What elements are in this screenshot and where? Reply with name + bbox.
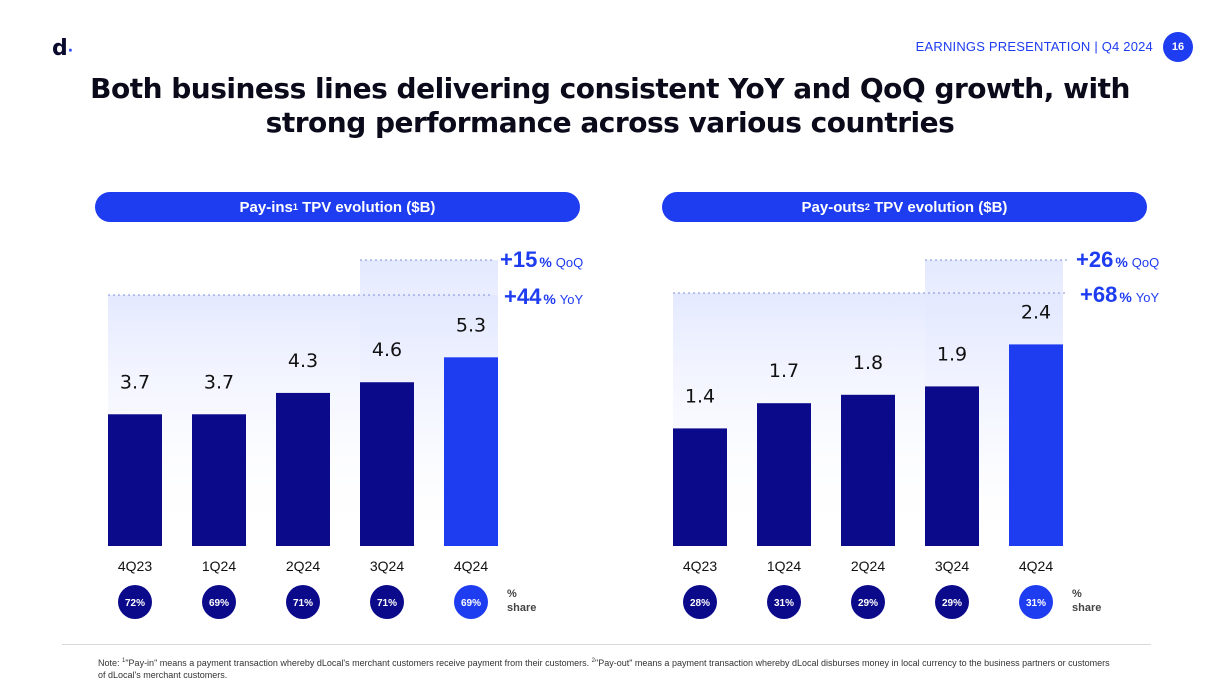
payouts-chart-title: Pay-outs 2 TPV evolution ($B) bbox=[662, 192, 1147, 222]
qoq-value: +26 bbox=[1076, 247, 1113, 272]
category-label: 2Q24 bbox=[286, 558, 320, 574]
bar bbox=[444, 357, 498, 546]
share-value: 71% bbox=[293, 598, 313, 609]
yoy-annotation: +44% YoY bbox=[504, 284, 583, 309]
qoq-annotation: +15% QoQ bbox=[500, 247, 583, 272]
bar-value-label: 1.8 bbox=[853, 352, 883, 374]
payouts-title-main: Pay-outs bbox=[801, 198, 865, 216]
category-label: 3Q24 bbox=[370, 558, 404, 574]
page-number-badge: 16 bbox=[1163, 32, 1193, 62]
payins-title-rest: TPV evolution ($B) bbox=[297, 198, 436, 216]
share-value: 72% bbox=[125, 598, 145, 609]
footer-divider bbox=[62, 644, 1151, 645]
footnote-sup-2: 2 bbox=[591, 658, 596, 664]
footnote-prefix: Note: bbox=[98, 658, 123, 668]
share-badge bbox=[851, 585, 885, 619]
share-badge bbox=[370, 585, 404, 619]
bar bbox=[673, 428, 727, 546]
bar-value-label: 3.7 bbox=[120, 371, 150, 393]
logo-dot: · bbox=[67, 43, 74, 59]
qoq-unit: % bbox=[1115, 254, 1128, 270]
yoy-value: +68 bbox=[1080, 282, 1117, 307]
share-badge bbox=[202, 585, 236, 619]
payins-title-sup: 1 bbox=[292, 202, 298, 212]
yoy-label: YoY bbox=[560, 292, 584, 307]
category-label: 2Q24 bbox=[851, 558, 885, 574]
share-legend-word: share bbox=[1072, 602, 1101, 614]
bar bbox=[925, 386, 979, 546]
payins-title-main: Pay-ins bbox=[239, 198, 293, 216]
bar bbox=[360, 382, 414, 546]
bar-value-label: 3.7 bbox=[204, 371, 234, 393]
yoy-unit: % bbox=[543, 291, 556, 307]
share-badge bbox=[286, 585, 320, 619]
footnote-part-2: "Pay-out" means a payment transaction wh… bbox=[98, 658, 1110, 680]
qoq-unit: % bbox=[539, 254, 552, 270]
share-value: 29% bbox=[942, 598, 962, 609]
share-badge bbox=[683, 585, 717, 619]
share-badge bbox=[935, 585, 969, 619]
bar bbox=[841, 394, 895, 546]
share-badge bbox=[767, 585, 801, 619]
bar-value-label: 5.3 bbox=[456, 314, 486, 336]
share-badge bbox=[1019, 585, 1053, 619]
yoy-annotation: +68% YoY bbox=[1080, 282, 1159, 307]
category-label: 4Q24 bbox=[1019, 558, 1053, 574]
bar-value-label: 1.4 bbox=[685, 385, 715, 407]
qoq-value: +15 bbox=[500, 247, 537, 272]
payouts-title-rest: TPV evolution ($B) bbox=[869, 198, 1008, 216]
share-badge bbox=[118, 585, 152, 619]
share-legend-percent: % bbox=[1072, 588, 1082, 600]
bar-value-label: 1.7 bbox=[769, 360, 799, 382]
bar-value-label: 4.6 bbox=[372, 339, 402, 361]
yoy-unit: % bbox=[1119, 289, 1132, 305]
bar bbox=[1009, 344, 1063, 546]
bar bbox=[108, 414, 162, 546]
bar bbox=[192, 414, 246, 546]
tpv-charts: +15% QoQ +44% YoY 3.7 4Q23 72% 3.7 1Q24 69% 4.3 2Q2… bbox=[108, 247, 1159, 619]
share-value: 29% bbox=[858, 598, 878, 609]
share-value: 31% bbox=[1026, 598, 1046, 609]
footnote-part-1: "Pay-in" means a payment transaction whe… bbox=[125, 658, 592, 668]
yoy-label: YoY bbox=[1136, 290, 1160, 305]
qoq-label: QoQ bbox=[556, 255, 583, 270]
bar-value-label: 4.3 bbox=[288, 350, 318, 372]
share-value: 28% bbox=[690, 598, 710, 609]
logo-letter: d bbox=[52, 36, 68, 61]
yoy-value: +44 bbox=[504, 284, 542, 309]
share-value: 71% bbox=[377, 598, 397, 609]
share-badge bbox=[454, 585, 488, 619]
footnote: Note: 1"Pay-in" means a payment transact… bbox=[98, 655, 1118, 681]
bar-value-label: 2.4 bbox=[1021, 301, 1051, 323]
share-value: 69% bbox=[461, 598, 481, 609]
bar-value-label: 1.9 bbox=[937, 343, 967, 365]
share-legend-word: share bbox=[507, 602, 536, 614]
bar bbox=[276, 392, 330, 546]
qoq-label: QoQ bbox=[1132, 255, 1159, 270]
category-label: 1Q24 bbox=[202, 558, 236, 574]
category-label: 4Q23 bbox=[118, 558, 152, 574]
category-label: 1Q24 bbox=[767, 558, 801, 574]
category-label: 3Q24 bbox=[935, 558, 969, 574]
share-value: 31% bbox=[774, 598, 794, 609]
footnote-sup-1: 1 bbox=[122, 658, 126, 664]
category-label: 4Q24 bbox=[454, 558, 488, 574]
payouts-title-sup: 2 bbox=[864, 202, 870, 212]
share-legend-percent: % bbox=[507, 588, 517, 600]
qoq-annotation: +26% QoQ bbox=[1076, 247, 1159, 272]
dlocal-logo: d· bbox=[52, 36, 73, 61]
presentation-tag: EARNINGS PRESENTATION | Q4 2024 bbox=[915, 39, 1153, 54]
share-value: 69% bbox=[209, 598, 229, 609]
page-title: Both business lines delivering consisten… bbox=[90, 72, 1130, 139]
category-label: 4Q23 bbox=[683, 558, 717, 574]
payins-chart-title: Pay-ins 1 TPV evolution ($B) bbox=[95, 192, 580, 222]
bar bbox=[757, 403, 811, 546]
